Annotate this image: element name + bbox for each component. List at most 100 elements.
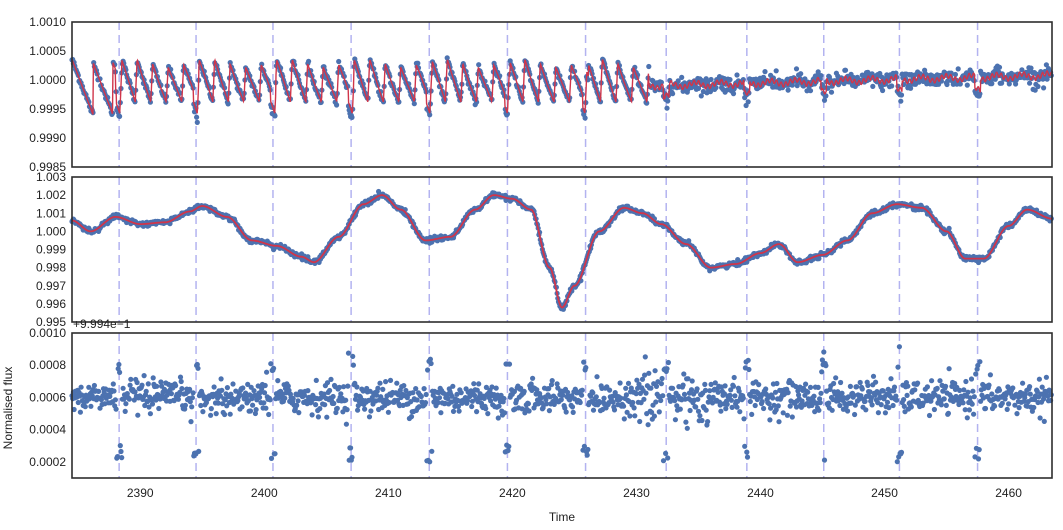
- data-point: [646, 370, 652, 376]
- data-point: [579, 392, 585, 398]
- data-point: [931, 406, 938, 413]
- data-point: [91, 60, 97, 66]
- data-point: [653, 383, 660, 389]
- data-point: [315, 414, 321, 420]
- x-tick-label: 2400: [251, 486, 278, 500]
- data-point: [401, 383, 407, 389]
- data-point: [698, 93, 704, 99]
- data-point: [554, 381, 560, 387]
- data-point: [826, 400, 832, 406]
- data-point: [625, 380, 632, 386]
- data-point: [228, 391, 234, 397]
- data-point: [264, 369, 270, 375]
- data-point: [880, 87, 886, 94]
- data-point: [354, 384, 360, 390]
- data-point: [975, 456, 982, 462]
- data-point: [481, 395, 487, 401]
- data-point: [992, 403, 998, 409]
- data-point: [831, 380, 837, 387]
- data-point: [230, 381, 236, 387]
- data-point: [703, 407, 709, 413]
- data-point: [245, 381, 251, 387]
- data-point: [645, 422, 651, 428]
- data-point: [634, 377, 640, 383]
- data-point: [693, 404, 699, 410]
- data-point: [429, 448, 435, 454]
- data-point: [415, 60, 421, 66]
- data-point: [178, 378, 184, 385]
- data-point: [526, 408, 532, 414]
- data-point: [427, 356, 433, 362]
- data-point: [579, 387, 585, 393]
- data-point: [585, 446, 591, 453]
- data-point: [780, 410, 786, 416]
- data-point: [131, 397, 137, 403]
- data-point: [285, 383, 291, 389]
- data-point: [794, 83, 800, 89]
- data-point: [873, 379, 879, 385]
- data-point: [211, 384, 217, 390]
- data-point: [635, 385, 641, 391]
- data-point: [173, 383, 179, 389]
- data-point: [179, 386, 185, 392]
- data-point: [1032, 87, 1038, 93]
- data-point: [488, 398, 494, 404]
- data-point: [560, 392, 566, 398]
- data-point: [961, 387, 967, 393]
- data-point: [839, 390, 845, 396]
- data-point: [219, 387, 225, 393]
- axes-frame: [71, 332, 1053, 479]
- data-point: [149, 401, 156, 407]
- data-point: [1013, 81, 1019, 87]
- data-point: [471, 381, 477, 387]
- data-point: [819, 369, 825, 375]
- data-point: [272, 451, 278, 457]
- data-point: [789, 414, 795, 420]
- data-point: [222, 411, 228, 418]
- data-point: [641, 396, 647, 402]
- data-point: [847, 383, 854, 389]
- data-point: [854, 74, 861, 80]
- data-point: [775, 403, 781, 409]
- x-axis-label: Time: [549, 510, 576, 524]
- data-point: [637, 418, 643, 425]
- data-point: [805, 389, 811, 395]
- data-point: [894, 397, 900, 403]
- data-point: [845, 394, 851, 400]
- data-point: [187, 399, 193, 405]
- data-point: [485, 411, 491, 417]
- data-point: [901, 403, 907, 409]
- data-point: [77, 409, 83, 415]
- data-point: [1039, 384, 1045, 390]
- data-point: [225, 101, 231, 107]
- data-point: [219, 401, 226, 407]
- data-point: [474, 387, 480, 393]
- data-point: [590, 407, 597, 413]
- data-point: [989, 81, 995, 87]
- data-point: [489, 384, 495, 390]
- data-point: [926, 412, 933, 419]
- data-point: [770, 395, 776, 401]
- data-point: [882, 410, 889, 416]
- data-point: [884, 399, 891, 405]
- data-point: [385, 409, 391, 415]
- data-point: [525, 401, 532, 407]
- data-point: [785, 87, 791, 93]
- data-point: [945, 410, 952, 416]
- data-point: [912, 387, 918, 393]
- y-axis-label: Normalised flux: [1, 367, 15, 450]
- data-point: [718, 408, 724, 414]
- data-point: [1043, 62, 1049, 68]
- data-point: [257, 394, 263, 400]
- data-point: [450, 383, 456, 389]
- data-point: [631, 405, 637, 411]
- data-point: [295, 398, 301, 404]
- data-point: [653, 399, 659, 405]
- data-point: [114, 454, 121, 460]
- data-point: [617, 380, 623, 386]
- data-point: [943, 383, 949, 389]
- data-point: [957, 387, 963, 393]
- data-point: [117, 443, 123, 449]
- y-tick-label: 0.996: [36, 297, 66, 311]
- data-point: [898, 449, 905, 455]
